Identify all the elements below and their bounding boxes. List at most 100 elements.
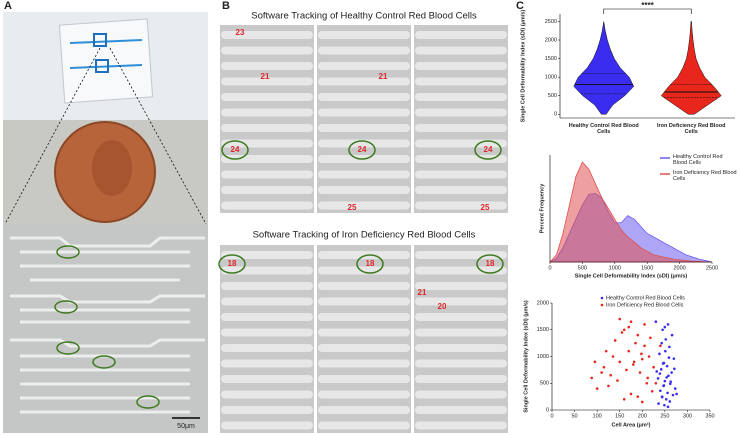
legend-label: Iron Deficiency Red Blood Cells bbox=[673, 170, 737, 182]
point bbox=[656, 377, 660, 380]
x-tick-label: 0 bbox=[548, 265, 551, 271]
cell-circle bbox=[476, 254, 504, 274]
channel bbox=[415, 108, 507, 117]
point bbox=[607, 384, 610, 388]
y-tick-label: 2000 bbox=[537, 300, 549, 306]
channel bbox=[415, 201, 507, 210]
point bbox=[629, 392, 633, 396]
point bbox=[668, 345, 671, 349]
x-tick-label: 500 bbox=[578, 265, 587, 271]
y-tick-label: 2500 bbox=[545, 19, 557, 25]
y-tick-label: 500 bbox=[548, 93, 557, 99]
y-tick-label: 1500 bbox=[537, 327, 549, 333]
point bbox=[646, 376, 650, 380]
channel bbox=[415, 124, 507, 132]
channel bbox=[221, 170, 313, 179]
track-label: 18 bbox=[486, 259, 495, 268]
channel bbox=[221, 375, 313, 383]
channel bbox=[415, 31, 507, 39]
point bbox=[666, 323, 670, 326]
legend-marker bbox=[600, 296, 604, 300]
point bbox=[670, 333, 674, 337]
panel-b-title: Software Tracking of Iron Deficiency Red… bbox=[253, 230, 476, 241]
point bbox=[602, 365, 606, 369]
point bbox=[668, 382, 672, 386]
x-axis-label: Single Cell Deformability Index (sDI) (μ… bbox=[575, 273, 688, 279]
channel bbox=[221, 344, 313, 352]
channel bbox=[318, 186, 410, 194]
channel bbox=[318, 282, 410, 290]
point bbox=[609, 373, 612, 377]
channel bbox=[221, 201, 313, 210]
track-label: 25 bbox=[481, 203, 490, 212]
channel bbox=[318, 344, 410, 352]
chip-port bbox=[95, 59, 109, 73]
channel bbox=[221, 186, 313, 194]
point bbox=[655, 370, 659, 373]
channel bbox=[318, 139, 410, 148]
x-tick-label: Iron Deficiency Red Blood Cells bbox=[657, 123, 725, 135]
point bbox=[627, 325, 631, 329]
legend-marker bbox=[600, 303, 604, 307]
point bbox=[636, 333, 640, 337]
channel bbox=[415, 390, 507, 399]
point bbox=[667, 356, 671, 359]
channel bbox=[221, 328, 313, 337]
channel bbox=[318, 62, 410, 70]
x-tick-label: 1500 bbox=[641, 265, 653, 271]
point bbox=[663, 379, 667, 383]
point bbox=[667, 374, 670, 378]
micro-image bbox=[220, 25, 314, 213]
channel bbox=[318, 46, 410, 55]
point bbox=[672, 357, 676, 360]
cell-circle bbox=[348, 140, 376, 160]
point bbox=[593, 360, 597, 364]
point bbox=[616, 379, 619, 382]
legend-label: Iron Deficiency Red Blood Cells bbox=[606, 302, 684, 308]
point bbox=[665, 376, 668, 379]
violin bbox=[660, 21, 722, 115]
channel bbox=[415, 406, 507, 414]
x-tick-label: 50 bbox=[572, 413, 578, 419]
x-tick-label: 350 bbox=[705, 413, 714, 419]
micro-image bbox=[220, 245, 314, 433]
legend-label: Healthy Control Red Blood Cells bbox=[673, 154, 723, 166]
track-label: 25 bbox=[348, 203, 357, 212]
point bbox=[654, 320, 658, 324]
significance: **** bbox=[641, 1, 654, 10]
point bbox=[643, 323, 646, 326]
point bbox=[622, 328, 626, 332]
point bbox=[632, 360, 636, 364]
channel bbox=[221, 93, 313, 101]
channel bbox=[415, 328, 507, 337]
channel bbox=[415, 46, 507, 55]
cell-circle bbox=[221, 140, 249, 160]
micro-image bbox=[317, 245, 411, 433]
point bbox=[654, 381, 658, 385]
point bbox=[673, 387, 677, 390]
micro-image bbox=[317, 25, 411, 213]
point bbox=[664, 349, 667, 353]
channel bbox=[318, 31, 410, 39]
panel-label: B bbox=[222, 0, 230, 12]
channel bbox=[318, 328, 410, 337]
channel bbox=[221, 139, 313, 148]
point bbox=[663, 325, 667, 329]
point bbox=[640, 357, 644, 361]
track-label: 23 bbox=[236, 28, 245, 37]
x-tick-label: 2500 bbox=[706, 265, 718, 271]
x-tick-label: 2000 bbox=[673, 265, 685, 271]
track-label: 20 bbox=[438, 302, 447, 311]
channel bbox=[318, 77, 410, 86]
channel bbox=[318, 170, 410, 179]
channel bbox=[318, 266, 410, 275]
channel bbox=[221, 421, 313, 430]
violin bbox=[573, 21, 635, 115]
point bbox=[661, 362, 665, 365]
track-label: 18 bbox=[228, 259, 237, 268]
track-label: 18 bbox=[366, 259, 375, 268]
point bbox=[647, 355, 651, 358]
channel bbox=[415, 344, 507, 352]
track-label: 24 bbox=[231, 145, 240, 154]
